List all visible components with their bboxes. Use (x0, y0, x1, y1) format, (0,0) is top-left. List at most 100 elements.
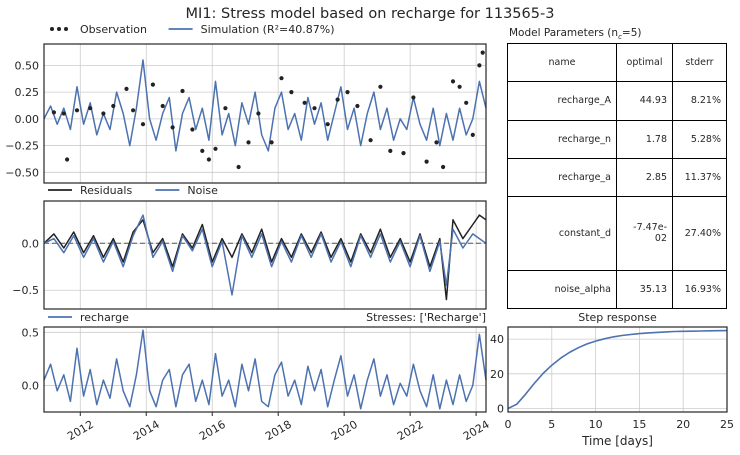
params-title-sub: c (618, 33, 622, 42)
observation-point (368, 138, 373, 143)
step-ytick-label: 40 (490, 333, 504, 346)
observation-point (206, 157, 211, 162)
observation-point (131, 108, 136, 113)
stresses-xtick-label: 2018 (263, 418, 294, 443)
params-header-row: name optimal stderr (507, 42, 727, 83)
observation-point (170, 125, 175, 130)
observation-point (256, 111, 261, 116)
residuals-ytick-label: 0.0 (22, 237, 40, 250)
param-stderr: 8.21% (672, 81, 727, 121)
observation-point (88, 106, 93, 111)
param-optimal: 2.85 (616, 157, 673, 198)
residuals-legend-label: Residuals (80, 184, 132, 197)
step-response-line (507, 329, 728, 410)
observation-point (401, 151, 406, 156)
params-title-main: Model Parameters (n (509, 27, 619, 39)
observation-point (312, 106, 317, 111)
param-name: noise_alpha (507, 269, 617, 310)
param-name: constant_d (507, 196, 617, 271)
params-title-end: =5) (621, 27, 642, 39)
observation-point (279, 76, 284, 81)
params-row: recharge_n 1.78 5.28% (507, 119, 727, 159)
stresses-ytick-label: 0.5 (22, 326, 40, 339)
observation-point (302, 100, 307, 105)
simulation-line (43, 59, 487, 152)
main-ytick-label: −0.25 (5, 140, 39, 153)
param-optimal: 44.93 (616, 81, 673, 121)
step-ytick-label: 0 (497, 403, 504, 416)
observation-point (65, 157, 70, 162)
observation-point (74, 108, 80, 113)
step-xtick-label: 10 (589, 418, 603, 431)
params-row: noise_alpha 35.13 16.93% (507, 269, 727, 310)
observation-point (140, 122, 146, 127)
step-xtick-label: 5 (548, 418, 555, 431)
observation-point (150, 82, 155, 87)
step-xtick-label: 15 (632, 418, 646, 431)
observation-point (246, 140, 251, 145)
observation-point (335, 97, 340, 102)
observation-point (124, 86, 129, 91)
observation-point (345, 90, 350, 95)
step-xtick-label: 0 (505, 418, 512, 431)
stresses-xtick-label: 2016 (197, 418, 228, 443)
residuals-ytick-label: −0.5 (12, 284, 39, 297)
main-ytick-label: −0.50 (5, 166, 39, 179)
observation-point (190, 127, 195, 132)
observation-point (213, 146, 218, 151)
params-header-optimal: optimal (616, 42, 673, 83)
observation-point (61, 111, 66, 116)
stresses-title: Stresses: ['Recharge'] (366, 311, 486, 324)
observation-point (477, 63, 482, 68)
param-stderr: 16.93% (672, 269, 727, 310)
observation-point (160, 103, 165, 109)
params-table: name optimal stderr recharge_A 44.93 8.2… (507, 42, 727, 310)
observation-point (355, 103, 360, 109)
step-xtick-label: 25 (720, 418, 734, 431)
params-panel-title: Model Parameters (nc=5) (509, 27, 642, 41)
main-ytick-label: 0.00 (15, 113, 40, 126)
param-optimal: 1.78 (616, 119, 673, 159)
observation-point (464, 100, 469, 105)
observation-point (269, 140, 274, 145)
observation-point (450, 79, 456, 84)
stresses-xtick-label: 2022 (395, 418, 426, 443)
observation-point (434, 140, 439, 145)
observation-point (470, 132, 475, 137)
observation-point (378, 84, 383, 89)
params-row: recharge_A 44.93 8.21% (507, 81, 727, 121)
main-frame (43, 43, 487, 184)
observation-point (424, 159, 429, 164)
observation-point (457, 84, 462, 89)
residuals-line (43, 214, 487, 301)
residuals-frame (43, 200, 487, 310)
params-header-stderr: stderr (672, 42, 727, 83)
observation-point (289, 90, 294, 95)
param-name: recharge_a (507, 157, 617, 198)
observation-point (441, 164, 446, 170)
params-row: constant_d -7.47e-02 27.40% (507, 196, 727, 271)
recharge-line (43, 329, 487, 410)
main-legend-marker (57, 27, 61, 31)
step-xtick-label: 20 (676, 418, 690, 431)
main-ytick-label: 0.50 (15, 59, 40, 72)
observation-point (325, 122, 330, 127)
params-row: recharge_a 2.85 11.37% (507, 157, 727, 198)
observation-point (51, 110, 57, 115)
stresses-frame (43, 326, 487, 413)
observation-point (101, 111, 106, 116)
observation-point (111, 103, 116, 109)
params-header-name: name (507, 42, 617, 83)
observation-point (388, 148, 393, 153)
param-stderr: 5.28% (672, 119, 727, 159)
residuals-legend-label: Noise (187, 184, 218, 197)
main-legend-label: Simulation (R²=40.87%) (201, 23, 335, 36)
step-xlabel: Time [days] (581, 434, 653, 448)
main-legend-marker (50, 27, 54, 31)
stresses-xtick-label: 2024 (461, 418, 492, 443)
main-legend-label: Observation (80, 23, 147, 36)
stresses-xtick-label: 2020 (329, 418, 360, 443)
figure-title: MI1: Stress model based on recharge for … (186, 6, 555, 22)
step-ytick-label: 20 (490, 368, 504, 381)
